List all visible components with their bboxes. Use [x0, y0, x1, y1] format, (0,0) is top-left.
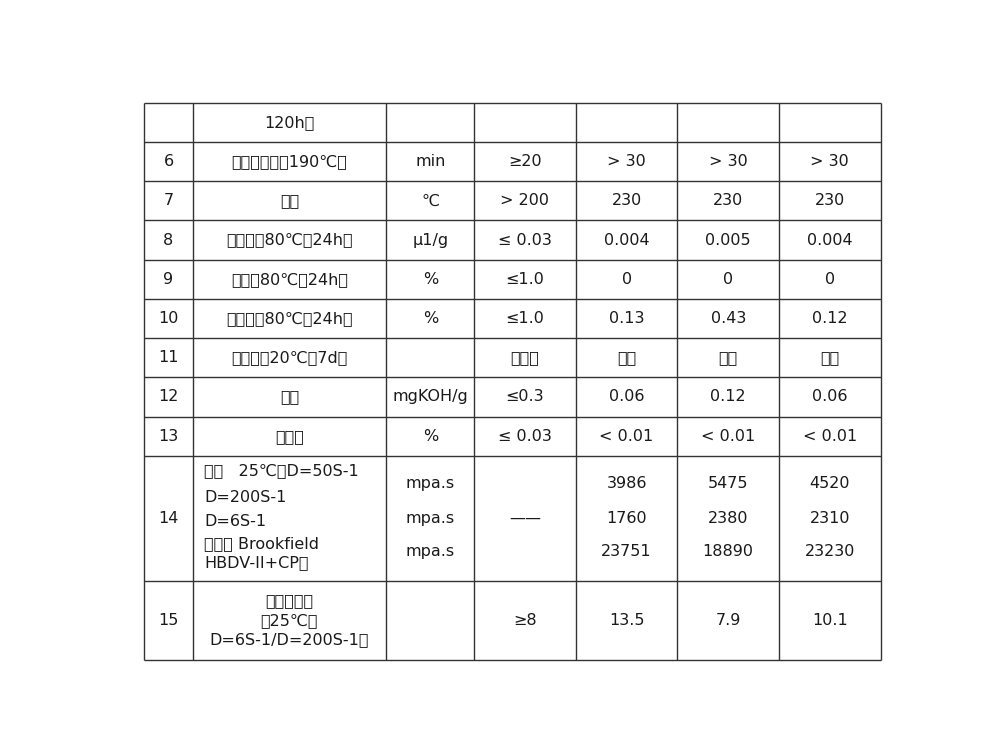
Text: 5475: 5475: [708, 476, 748, 491]
Text: 0: 0: [825, 272, 835, 287]
Text: 析油（80℃、24h）: 析油（80℃、24h）: [231, 272, 348, 287]
Text: 氧化诱导期（190℃）: 氧化诱导期（190℃）: [232, 154, 347, 169]
Text: 抗水性（20℃、7d）: 抗水性（20℃、7d）: [231, 350, 348, 365]
Text: 18890: 18890: [703, 544, 754, 559]
Text: ≤0.3: ≤0.3: [506, 390, 544, 405]
Text: < 0.01: < 0.01: [701, 429, 755, 444]
Text: 析氢值（80℃、24h）: 析氢值（80℃、24h）: [226, 233, 353, 248]
Text: 0.12: 0.12: [812, 311, 848, 326]
Text: ≥20: ≥20: [508, 154, 542, 169]
Text: 蒸发量（80℃、24h）: 蒸发量（80℃、24h）: [226, 311, 353, 326]
Text: %: %: [423, 272, 438, 287]
Text: %: %: [423, 311, 438, 326]
Text: ——: ——: [509, 511, 541, 526]
Text: 0.12: 0.12: [710, 390, 746, 405]
Text: 0: 0: [622, 272, 632, 287]
Text: 酸值: 酸值: [280, 390, 299, 405]
Text: > 200: > 200: [500, 194, 549, 208]
Text: 不乳化: 不乳化: [511, 350, 539, 365]
Text: 120h）: 120h）: [264, 115, 315, 130]
Text: 15: 15: [158, 613, 179, 628]
Text: < 0.01: < 0.01: [599, 429, 654, 444]
Text: ≤1.0: ≤1.0: [506, 311, 544, 326]
Text: mpa.s: mpa.s: [406, 511, 455, 526]
Text: 7.9: 7.9: [716, 613, 741, 628]
Text: > 30: > 30: [607, 154, 646, 169]
Text: 1760: 1760: [606, 511, 647, 526]
Text: 粘度   25℃、D=50S-1: 粘度 25℃、D=50S-1: [204, 463, 359, 478]
Text: 230: 230: [611, 194, 642, 208]
Text: ≤ 0.03: ≤ 0.03: [498, 233, 552, 248]
Text: D=200S-1: D=200S-1: [204, 490, 287, 505]
Text: 7: 7: [163, 194, 174, 208]
Text: 0.43: 0.43: [711, 311, 746, 326]
Text: min: min: [415, 154, 445, 169]
Text: 10: 10: [158, 311, 179, 326]
Text: 6: 6: [163, 154, 174, 169]
Text: 11: 11: [158, 350, 179, 365]
Text: 9: 9: [163, 272, 174, 287]
Text: D=6S-1: D=6S-1: [204, 514, 266, 529]
Text: ℃: ℃: [421, 194, 439, 208]
Text: mpa.s: mpa.s: [406, 476, 455, 491]
Text: < 0.01: < 0.01: [803, 429, 857, 444]
Text: 12: 12: [158, 390, 179, 405]
Text: （美国 Brookfield: （美国 Brookfield: [204, 536, 319, 551]
Text: 触变指数值: 触变指数值: [265, 593, 314, 608]
Text: μ1/g: μ1/g: [412, 233, 448, 248]
Text: mgKOH/g: mgKOH/g: [392, 390, 468, 405]
Text: D=6S-1/D=200S-1）: D=6S-1/D=200S-1）: [210, 632, 369, 647]
Text: 0.13: 0.13: [609, 311, 644, 326]
Text: 13.5: 13.5: [609, 613, 644, 628]
Text: 2310: 2310: [810, 511, 850, 526]
Text: 0.06: 0.06: [609, 390, 644, 405]
Text: 0: 0: [723, 272, 733, 287]
Text: 230: 230: [713, 194, 743, 208]
Text: 通过: 通过: [617, 350, 636, 365]
Text: 14: 14: [158, 511, 179, 526]
Text: 10.1: 10.1: [812, 613, 848, 628]
Text: 通过: 通过: [820, 350, 839, 365]
Text: 含水量: 含水量: [275, 429, 304, 444]
Text: 2380: 2380: [708, 511, 748, 526]
Text: ≤ 0.03: ≤ 0.03: [498, 429, 552, 444]
Text: 闪点: 闪点: [280, 194, 299, 208]
Text: （25℃、: （25℃、: [261, 613, 318, 628]
Text: mpa.s: mpa.s: [406, 544, 455, 559]
Text: 3986: 3986: [606, 476, 647, 491]
Text: > 30: > 30: [810, 154, 849, 169]
Text: 0.004: 0.004: [604, 233, 649, 248]
Text: 23230: 23230: [805, 544, 855, 559]
Text: > 30: > 30: [709, 154, 748, 169]
Text: 4520: 4520: [810, 476, 850, 491]
Text: %: %: [423, 429, 438, 444]
Text: 8: 8: [163, 233, 174, 248]
Text: ≤1.0: ≤1.0: [506, 272, 544, 287]
Text: 0.06: 0.06: [812, 390, 848, 405]
Text: 13: 13: [158, 429, 179, 444]
Text: 230: 230: [815, 194, 845, 208]
Text: 0.005: 0.005: [705, 233, 751, 248]
Text: 0.004: 0.004: [807, 233, 853, 248]
Text: ≥8: ≥8: [513, 613, 537, 628]
Text: 23751: 23751: [601, 544, 652, 559]
Text: HBDV-II+CP）: HBDV-II+CP）: [204, 555, 309, 570]
Text: 通过: 通过: [719, 350, 738, 365]
